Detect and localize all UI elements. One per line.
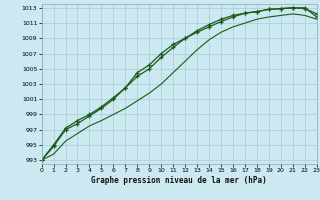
X-axis label: Graphe pression niveau de la mer (hPa): Graphe pression niveau de la mer (hPa) xyxy=(91,176,267,185)
